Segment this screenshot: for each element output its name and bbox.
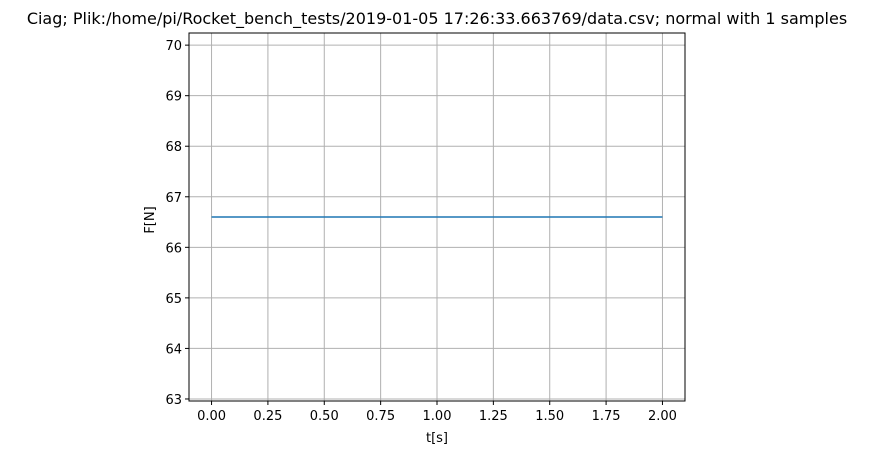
x-tick-label: 1.00 — [423, 409, 452, 424]
y-tick-label: 65 — [165, 292, 182, 307]
y-tick-label: 68 — [165, 140, 182, 155]
x-axis-label: t[s] — [426, 431, 448, 446]
y-axis-label: F[N] — [143, 206, 158, 233]
x-tick-label: 0.75 — [366, 409, 395, 424]
y-tick-label: 64 — [165, 342, 182, 357]
x-tick-label: 0.00 — [197, 409, 226, 424]
x-axis-ticks: 0.00 0.25 0.50 0.75 1.00 1.25 1.50 1.75 2.00 — [197, 401, 677, 424]
x-tick-label: 0.50 — [310, 409, 339, 424]
chart-title: Ciag; Plik:/home/pi/Rocket_bench_tests/2… — [27, 9, 847, 29]
y-tick-label: 67 — [165, 191, 182, 206]
y-tick-label: 69 — [165, 90, 182, 105]
x-tick-label: 1.25 — [479, 409, 508, 424]
x-tick-label: 2.00 — [648, 409, 677, 424]
x-tick-label: 0.25 — [253, 409, 282, 424]
y-tick-label: 66 — [165, 241, 182, 256]
y-axis-ticks: 63 64 65 66 67 68 69 70 — [165, 39, 189, 408]
y-tick-label: 70 — [165, 39, 182, 54]
x-tick-label: 1.75 — [592, 409, 621, 424]
y-tick-label: 63 — [165, 393, 182, 408]
x-tick-label: 1.50 — [535, 409, 564, 424]
